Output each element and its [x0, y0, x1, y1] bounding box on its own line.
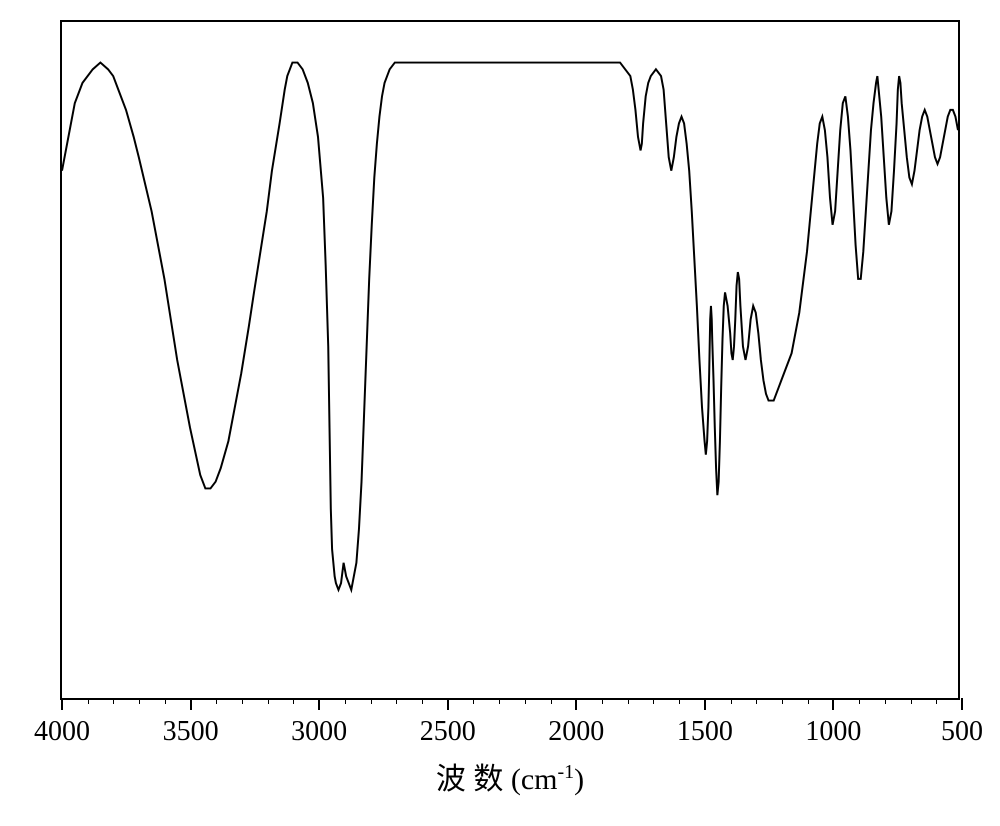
x-tick-minor	[268, 698, 269, 704]
x-tick-major	[61, 698, 63, 710]
x-tick-minor	[216, 698, 217, 704]
x-tick-label: 1500	[677, 716, 733, 748]
x-tick-minor	[602, 698, 603, 704]
x-tick-minor	[782, 698, 783, 704]
x-tick-label: 3500	[163, 716, 219, 748]
x-tick-minor	[653, 698, 654, 704]
x-tick-label: 3000	[291, 716, 347, 748]
x-tick-minor	[525, 698, 526, 704]
x-tick-minor	[396, 698, 397, 704]
x-tick-minor	[293, 698, 294, 704]
x-tick-major	[318, 698, 320, 710]
x-tick-minor	[551, 698, 552, 704]
x-tick-minor	[499, 698, 500, 704]
ir-spectrum-chart: 4000350030002500200015001000500 波 数 (cm-…	[40, 20, 960, 800]
x-tick-minor	[911, 698, 912, 704]
x-tick-major	[704, 698, 706, 710]
x-tick-minor	[628, 698, 629, 704]
x-tick-minor	[679, 698, 680, 704]
x-tick-major	[832, 698, 834, 710]
x-axis-unit-exp: -1	[557, 761, 574, 783]
x-tick-major	[190, 698, 192, 710]
x-tick-label: 2000	[548, 716, 604, 748]
x-tick-major	[575, 698, 577, 710]
x-tick-minor	[756, 698, 757, 704]
x-tick-minor	[473, 698, 474, 704]
x-tick-label: 4000	[34, 716, 90, 748]
x-tick-label: 2500	[420, 716, 476, 748]
x-tick-minor	[859, 698, 860, 704]
x-axis-unit-close: )	[574, 763, 584, 796]
x-tick-minor	[808, 698, 809, 704]
x-tick-minor	[242, 698, 243, 704]
x-tick-minor	[88, 698, 89, 704]
x-tick-major	[961, 698, 963, 710]
x-axis-unit-open: (	[511, 763, 521, 796]
x-tick-minor	[113, 698, 114, 704]
x-axis-unit: cm	[521, 763, 558, 796]
x-axis-label: 波 数 (cm-1)	[436, 754, 584, 798]
x-tick-minor	[165, 698, 166, 704]
x-tick-label: 1000	[805, 716, 861, 748]
x-tick-minor	[422, 698, 423, 704]
x-tick-major	[447, 698, 449, 710]
x-tick-minor	[345, 698, 346, 704]
plot-area: 4000350030002500200015001000500 波 数 (cm-…	[60, 20, 960, 700]
x-tick-minor	[885, 698, 886, 704]
x-tick-minor	[936, 698, 937, 704]
x-axis-label-text: 波 数	[436, 763, 504, 796]
x-tick-minor	[731, 698, 732, 704]
x-tick-label: 500	[941, 716, 983, 748]
spectrum-line	[62, 22, 958, 698]
x-tick-minor	[139, 698, 140, 704]
x-tick-minor	[371, 698, 372, 704]
